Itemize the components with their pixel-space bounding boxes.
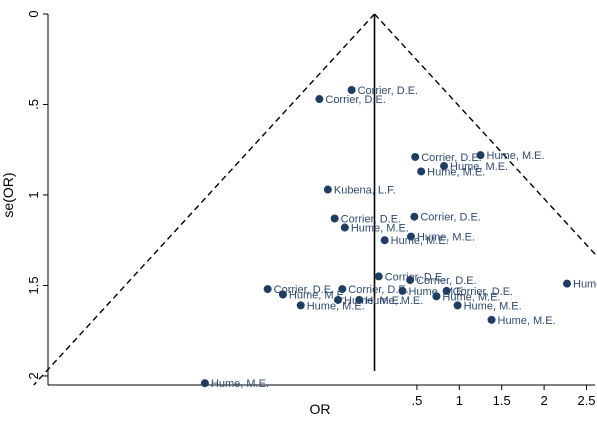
y-tick-label: 1 — [26, 191, 41, 198]
data-point — [315, 95, 324, 104]
y-axis-title: se(OR) — [0, 172, 16, 217]
data-point-label: Hume, M.E. — [450, 161, 508, 173]
data-point — [476, 151, 485, 160]
data-point — [347, 86, 356, 95]
data-point-label: Hume, M.E. — [427, 166, 485, 178]
funnel-left-boundary — [33, 13, 376, 386]
data-point-label: Hume, M.E. — [307, 300, 365, 312]
data-point-label: Hume, M.E. — [573, 279, 597, 291]
data-point-label: Corrier, D.E. — [341, 214, 402, 226]
data-point — [487, 315, 496, 324]
y-tick-label: 1.5 — [26, 276, 41, 294]
y-tick-label: 0 — [26, 10, 41, 17]
data-point — [200, 379, 209, 388]
data-point-label: Hume, M.E. — [289, 290, 347, 302]
data-point-label: Corrier, D.E. — [453, 286, 514, 298]
data-point-label: Hume, M.E. — [211, 378, 269, 390]
data-point — [442, 286, 451, 295]
x-tick-label: 1.5 — [493, 393, 511, 408]
data-point — [440, 162, 449, 171]
data-point — [398, 286, 407, 295]
data-point — [406, 276, 415, 285]
data-point-label: Hume, M.E. — [487, 150, 545, 162]
data-point-label: Hume, M.E. — [351, 223, 409, 235]
data-point — [374, 272, 383, 281]
data-point-label: Corrier, D.E. — [348, 284, 409, 296]
data-point — [330, 214, 339, 223]
data-point — [263, 285, 272, 294]
data-point — [338, 285, 347, 294]
data-point — [323, 185, 332, 194]
data-point — [417, 167, 426, 176]
data-point — [278, 290, 287, 299]
y-tick-label: .5 — [26, 99, 41, 110]
data-point-label: Hume, M.E. — [464, 300, 522, 312]
data-point-label: Hume, M.E. — [391, 235, 449, 247]
data-point — [453, 301, 462, 310]
data-point — [296, 301, 305, 310]
x-tick-label: 2.5 — [577, 393, 595, 408]
data-point — [406, 232, 415, 241]
data-point-label: Hume, M.E. — [498, 315, 556, 327]
data-point-label: Kubena, L.F. — [334, 185, 396, 197]
data-point-label: Corrier, D.E. — [420, 212, 481, 224]
data-point — [340, 223, 349, 232]
data-point-label: Corrier, D.E. — [421, 152, 482, 164]
x-axis-title: OR — [310, 401, 331, 417]
data-point-label: Hume, M.E. — [417, 232, 475, 244]
data-point-label: Corrier, D.E. — [416, 275, 477, 287]
data-point-label: Corrier, D.E. — [325, 94, 386, 106]
data-point-label: Hume, M.E. — [442, 291, 500, 303]
data-point — [410, 212, 419, 221]
x-tick-label: .5 — [411, 393, 422, 408]
funnel-right-boundary — [373, 13, 597, 258]
data-point-label: Corrier, D.E. — [274, 284, 335, 296]
data-point — [380, 236, 389, 245]
x-tick-label: 1 — [456, 393, 463, 408]
data-point — [432, 292, 441, 301]
data-point-label: Corrier, D.E. — [358, 85, 419, 97]
data-point-label: Corrier, D.E. — [385, 271, 446, 283]
y-tick-label: 2 — [26, 372, 41, 379]
x-tick-label: 2 — [540, 393, 547, 408]
data-point — [334, 295, 343, 304]
data-point-label: Hume, M.E. — [365, 295, 423, 307]
data-point — [411, 152, 420, 161]
data-point-label: Hume, M.E. — [408, 286, 466, 298]
data-point — [355, 295, 364, 304]
data-point — [563, 279, 572, 288]
